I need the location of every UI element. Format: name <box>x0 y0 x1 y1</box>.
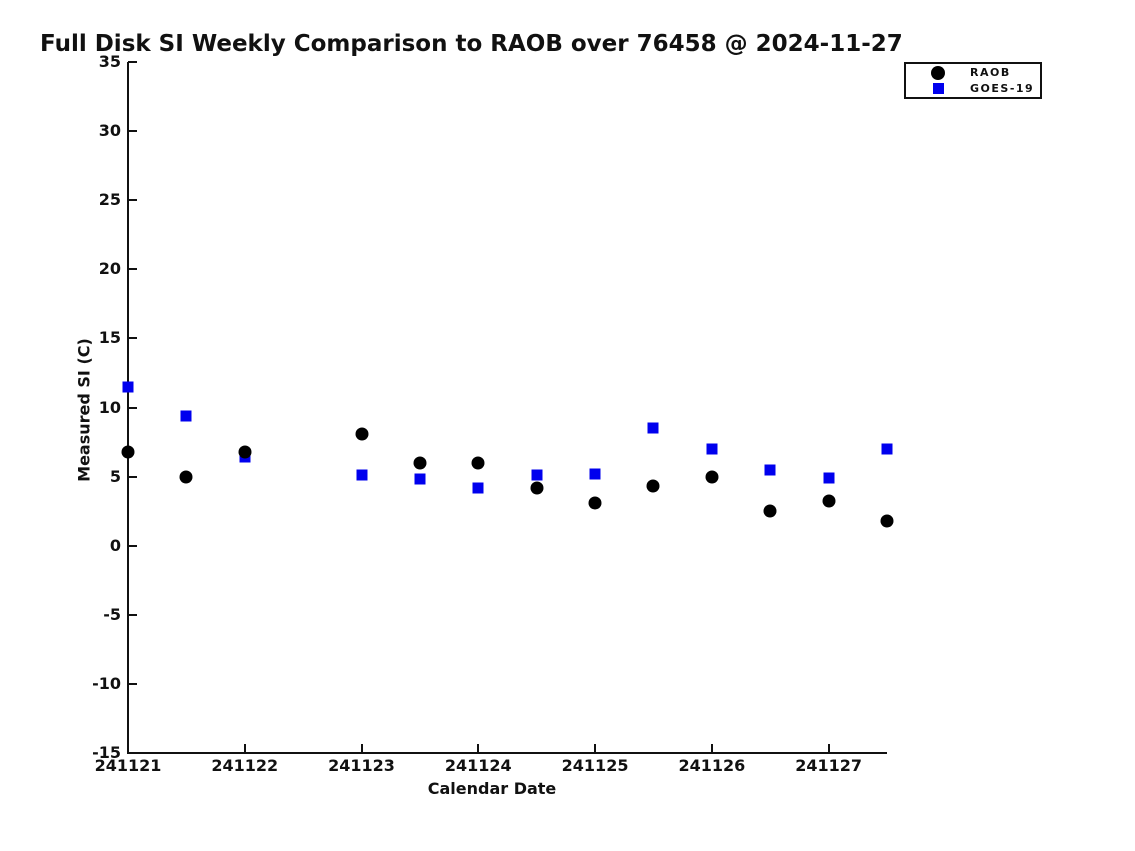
raob-point <box>763 504 777 518</box>
x-tick <box>710 744 713 753</box>
raob-point <box>179 470 193 484</box>
y-tick <box>128 752 137 754</box>
x-tick-label: 241121 <box>94 756 162 775</box>
y-tick <box>128 475 137 478</box>
goes19-point <box>706 443 718 455</box>
goes19-point <box>589 468 601 480</box>
y-axis-title: Measured SI (C) <box>74 338 94 482</box>
y-tick <box>128 130 137 133</box>
raob-point <box>413 456 427 470</box>
y-tick <box>128 199 137 202</box>
x-tick <box>477 744 480 753</box>
raob-point <box>355 427 369 441</box>
y-tick-label: 15 <box>98 328 121 348</box>
raob-point <box>588 496 602 510</box>
y-tick-label: 10 <box>98 397 121 417</box>
x-tick-label: 241125 <box>561 756 629 775</box>
goes19-point <box>647 422 659 434</box>
goes19-point <box>414 473 426 485</box>
y-tick <box>128 544 137 547</box>
legend-box: RAOB GOES-19 <box>904 62 1042 99</box>
raob-circle-icon <box>931 65 945 80</box>
y-tick-label: 5 <box>109 466 121 486</box>
raob-point <box>880 514 894 528</box>
y-tick-label: -5 <box>103 604 121 624</box>
goes19-point <box>180 410 192 422</box>
goes19-point <box>881 443 893 455</box>
goes19-square-icon <box>932 83 944 94</box>
legend-label-goes19: GOES-19 <box>970 82 1035 95</box>
raob-point <box>705 470 719 484</box>
goes19-point <box>356 469 368 481</box>
x-tick-label: 241126 <box>678 756 746 775</box>
chart-title: Full Disk SI Weekly Comparison to RAOB o… <box>40 31 903 57</box>
x-tick <box>827 744 830 753</box>
y-tick <box>128 268 137 271</box>
x-tick-label: 241123 <box>328 756 395 775</box>
raob-point <box>121 445 135 459</box>
goes19-point <box>472 482 484 494</box>
y-tick-label: -10 <box>92 673 121 693</box>
raob-point <box>822 494 836 508</box>
x-tick-label: 241124 <box>444 756 512 775</box>
x-axis-title: Calendar Date <box>427 779 557 798</box>
raob-point <box>530 481 544 495</box>
y-tick <box>128 337 137 340</box>
x-tick <box>243 744 246 753</box>
x-tick-label: 241122 <box>211 756 279 775</box>
y-tick-label: 25 <box>98 190 121 210</box>
goes19-point <box>764 464 776 476</box>
x-tick <box>360 744 363 753</box>
y-tick-label: 20 <box>98 259 121 279</box>
x-tick <box>127 744 129 753</box>
legend-marker-cell <box>906 65 970 80</box>
legend-row-goes19: GOES-19 <box>906 82 1040 96</box>
y-tick-label: 0 <box>109 535 121 555</box>
legend-marker-cell <box>906 83 970 94</box>
y-tick-label: 30 <box>98 121 121 141</box>
x-tick <box>594 744 597 753</box>
legend-label-raob: RAOB <box>970 66 1011 79</box>
y-tick <box>128 613 137 616</box>
x-tick-label: 241127 <box>795 756 862 775</box>
goes19-point <box>122 381 134 393</box>
y-tick <box>128 406 137 409</box>
goes19-point <box>823 472 835 484</box>
x-axis-line <box>127 752 887 754</box>
y-tick <box>128 61 137 63</box>
legend-row-raob: RAOB <box>906 65 1040 80</box>
raob-point <box>646 479 660 493</box>
goes19-point <box>531 469 543 481</box>
raob-point <box>471 456 485 470</box>
y-tick-label: -15 <box>92 743 121 762</box>
raob-point <box>238 445 252 459</box>
y-tick-label: 35 <box>98 52 121 71</box>
y-tick <box>128 682 137 685</box>
